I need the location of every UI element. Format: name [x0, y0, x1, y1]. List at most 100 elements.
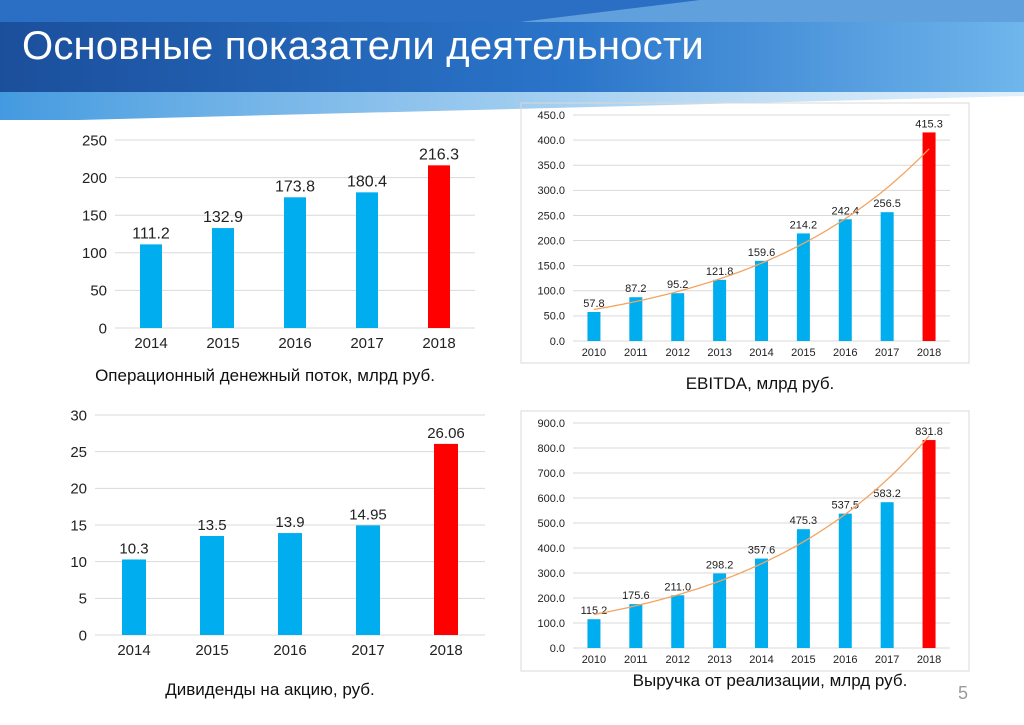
- y-tick-label: 30: [70, 407, 87, 424]
- y-tick-label: 700.0: [537, 468, 565, 480]
- data-label-2018: 831.8: [915, 426, 943, 438]
- y-tick-label: 200.0: [537, 235, 565, 247]
- x-tick-label-2016: 2016: [833, 654, 857, 666]
- data-label-2016: 173.8: [275, 178, 315, 195]
- y-tick-label: 400.0: [537, 543, 565, 555]
- slide-title: Основные показатели деятельности: [22, 24, 704, 68]
- bar-2017: [356, 525, 380, 635]
- x-tick-label-2013: 2013: [707, 654, 731, 666]
- chart-frame: [520, 410, 970, 672]
- y-tick-label: 150: [82, 207, 107, 224]
- data-label-2017: 583.2: [873, 488, 901, 500]
- data-label-2016: 13.9: [275, 514, 304, 531]
- bar-2014: [122, 559, 146, 635]
- y-tick-label: 250.0: [537, 210, 565, 222]
- dividends-chart: 0 5 10 15 20 25 30 10.3 2014 13.5 2015 13.9 2016 14.9…: [70, 407, 485, 659]
- data-label-2013: 121.8: [706, 266, 734, 278]
- bar-2018: [922, 440, 936, 648]
- y-tick-label: 900.0: [537, 418, 565, 430]
- data-label-2015: 13.5: [197, 517, 226, 534]
- x-tick-label-2017: 2017: [351, 642, 384, 659]
- bar-2011: [629, 297, 643, 341]
- y-tick-label: 300.0: [537, 568, 565, 580]
- bar-2014: [755, 260, 768, 341]
- bar-2015: [796, 233, 810, 341]
- bar-2012: [671, 293, 685, 341]
- x-tick-label-2014: 2014: [134, 335, 167, 352]
- data-label-2016: 537.5: [832, 500, 860, 512]
- data-label-2018: 415.3: [915, 118, 943, 130]
- y-tick-label: 50: [90, 283, 107, 300]
- data-label-2016: 242.4: [832, 205, 860, 217]
- data-label-2011: 87.2: [625, 283, 646, 295]
- bar-2011: [629, 604, 643, 648]
- data-label-2014: 10.3: [119, 540, 148, 557]
- banner-band: [0, 22, 1024, 92]
- y-tick-label: 100.0: [537, 618, 565, 630]
- data-label-2013: 298.2: [706, 559, 734, 571]
- x-tick-label-2015: 2015: [206, 335, 239, 352]
- bar-2014: [755, 558, 768, 648]
- bar-2010: [587, 311, 601, 341]
- ebitda-caption: EBITDA, млрд руб.: [685, 374, 835, 393]
- banner-tail: [0, 92, 1024, 120]
- x-tick-label-2012: 2012: [665, 654, 689, 666]
- x-tick-label-2016: 2016: [278, 335, 311, 352]
- bar-2016: [278, 533, 302, 635]
- bar-2013: [713, 279, 727, 341]
- y-tick-label: 250: [82, 132, 107, 149]
- y-tick-label: 0: [99, 320, 107, 337]
- revenue-caption: Выручка от реализации, млрд руб.: [632, 671, 908, 690]
- y-tick-label: 10: [70, 554, 87, 571]
- x-tick-label-2018: 2018: [917, 347, 941, 359]
- data-label-2018: 26.06: [427, 425, 465, 442]
- bar-2016: [838, 219, 852, 341]
- y-tick-label: 100.0: [537, 286, 565, 298]
- header-banner: [0, 0, 1024, 120]
- y-tick-label: 0.0: [550, 336, 565, 348]
- data-label-2017: 180.4: [347, 173, 387, 190]
- bar-2018: [434, 443, 458, 635]
- y-tick-label: 50.0: [544, 311, 565, 323]
- x-tick-label-2010: 2010: [582, 347, 606, 359]
- data-label-2011: 175.6: [622, 590, 650, 602]
- x-tick-label-2018: 2018: [917, 654, 941, 666]
- operating-cash-flow-chart: 0 50 100 150 200 250 111.2 2014 132.9 2015 173.8 20…: [82, 132, 475, 352]
- x-tick-label-2011: 2011: [624, 347, 648, 359]
- data-label-2012: 211.0: [664, 581, 691, 593]
- y-tick-label: 300.0: [537, 185, 565, 197]
- bar-2016: [284, 197, 306, 328]
- ebitda-chart: 0.0 50.0 100.0 150.0 200.0 250.0 300.0 350.0 400…: [520, 102, 970, 364]
- data-label-2017: 14.95: [349, 506, 387, 523]
- bar-2017: [880, 212, 894, 341]
- trendline: [593, 435, 930, 616]
- y-tick-label: 100: [82, 245, 107, 262]
- y-tick-label: 600.0: [537, 493, 565, 505]
- bar-2018: [922, 132, 936, 341]
- bar-2015: [200, 536, 224, 635]
- bar-2018: [428, 165, 450, 328]
- data-label-2010: 57.8: [583, 298, 604, 310]
- y-tick-label: 200: [82, 170, 107, 187]
- dividends-caption: Дивиденды на акцию, руб.: [165, 680, 375, 699]
- data-label-2012: 95.2: [667, 279, 688, 291]
- y-tick-label: 400.0: [537, 135, 565, 147]
- bar-2017: [356, 192, 378, 328]
- data-label-2010: 115.2: [581, 605, 608, 617]
- y-tick-label: 200.0: [537, 593, 565, 605]
- x-tick-label-2015: 2015: [791, 654, 815, 666]
- x-tick-label-2014: 2014: [117, 642, 150, 659]
- y-tick-label: 500.0: [537, 518, 565, 530]
- y-tick-label: 350.0: [537, 160, 565, 172]
- x-tick-label-2017: 2017: [875, 347, 899, 359]
- bar-2015: [212, 228, 234, 328]
- bar-2017: [880, 502, 894, 648]
- bar-2013: [713, 573, 727, 648]
- trendline: [593, 148, 930, 311]
- revenue-chart: 0.0 100.0 200.0 300.0 400.0 500.0 600.0 700.0 80…: [520, 410, 970, 672]
- data-label-2015: 214.2: [790, 219, 818, 231]
- x-tick-label-2010: 2010: [582, 654, 606, 666]
- x-tick-label-2012: 2012: [665, 347, 689, 359]
- x-tick-label-2018: 2018: [429, 642, 462, 659]
- x-tick-label-2015: 2015: [195, 642, 228, 659]
